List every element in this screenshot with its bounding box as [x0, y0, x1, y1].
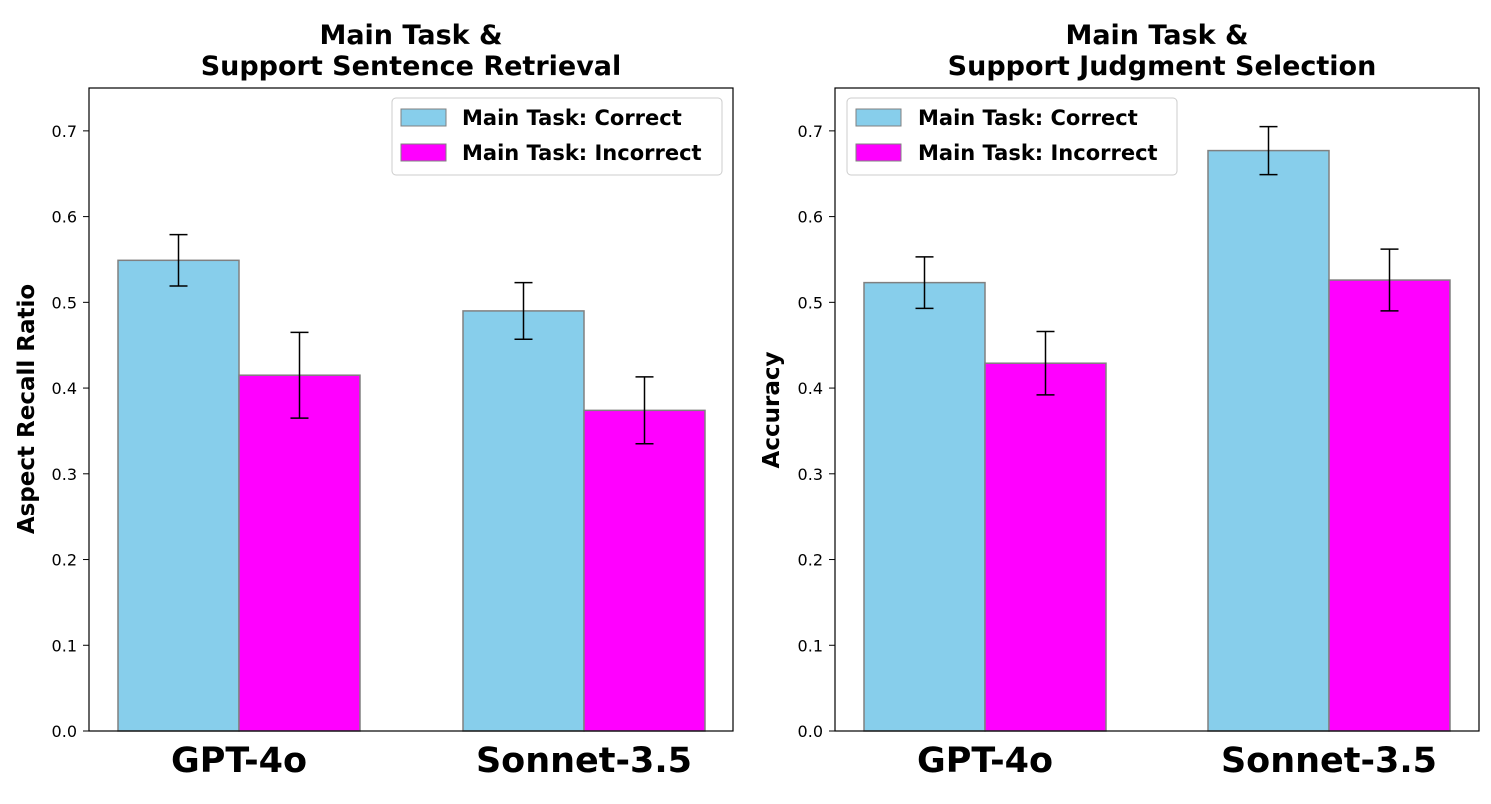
legend: Main Task: Correct Main Task: Incorrect: [846, 97, 1178, 176]
y-axis-ticks: 0.0 0.1 0.2 0.3 0.4 0.5 0.6 0.7: [52, 122, 89, 741]
legend-label-correct: Main Task: Correct: [462, 106, 682, 130]
bars: [117, 259, 706, 732]
plot-frame: [834, 87, 1480, 732]
chart-panel-judgment-selection: Main Task & Support Judgment Selection A…: [759, 20, 1480, 781]
bar-correct-gpt-4o: [117, 259, 240, 732]
chart-panel-sentence-retrieval: Main Task & Support Sentence Retrieval A…: [14, 20, 734, 781]
y-tick-label: 0.7: [798, 122, 823, 141]
y-tick-label: 0.6: [798, 208, 823, 227]
bar-incorrect-gpt-4o: [238, 374, 361, 732]
bar-correct-sonnet-3-5: [462, 310, 585, 732]
y-tick-label: 0.0: [798, 722, 823, 741]
chart-title-line1: Main Task &: [1065, 20, 1248, 51]
chart-title-line2: Support Sentence Retrieval: [201, 51, 622, 82]
legend-label-incorrect: Main Task: Incorrect: [462, 141, 702, 165]
y-tick-label: 0.2: [798, 551, 823, 570]
x-tick-label-sonnet-3-5: Sonnet-3.5: [476, 741, 692, 781]
x-tick-label-sonnet-3-5: Sonnet-3.5: [1221, 741, 1437, 781]
plot-frame: [88, 87, 734, 732]
y-tick-label: 0.2: [52, 551, 77, 570]
legend-box: [846, 97, 1178, 176]
y-axis-label: Aspect Recall Ratio: [14, 284, 40, 534]
legend-label-incorrect: Main Task: Incorrect: [918, 141, 1158, 165]
y-tick-label: 0.5: [798, 293, 823, 312]
legend-swatch-incorrect: [400, 143, 447, 162]
y-tick-label: 0.5: [52, 293, 77, 312]
y-tick-label: 0.0: [52, 722, 77, 741]
bar-correct-gpt-4o: [863, 281, 986, 732]
bar-incorrect-sonnet-3-5: [583, 409, 706, 732]
y-tick-label: 0.7: [52, 122, 77, 141]
y-axis-label: Accuracy: [759, 352, 785, 469]
y-tick-label: 0.3: [798, 465, 823, 484]
bar-incorrect-gpt-4o: [984, 362, 1107, 732]
bar-correct-sonnet-3-5: [1207, 149, 1330, 732]
chart-title-line2: Support Judgment Selection: [948, 51, 1377, 82]
legend-swatch-correct: [855, 108, 902, 127]
y-tick-label: 0.3: [52, 465, 77, 484]
chart-title-line1: Main Task &: [319, 20, 502, 51]
x-axis-ticks: GPT-4o Sonnet-3.5: [917, 741, 1437, 781]
legend: Main Task: Correct Main Task: Incorrect: [391, 97, 723, 176]
y-tick-label: 0.6: [52, 208, 77, 227]
legend-swatch-incorrect: [855, 143, 902, 162]
legend-swatch-correct: [400, 108, 447, 127]
y-tick-label: 0.1: [798, 636, 823, 655]
error-bars: [169, 233, 654, 445]
y-tick-label: 0.4: [52, 379, 77, 398]
y-tick-label: 0.4: [798, 379, 823, 398]
legend-box: [391, 97, 723, 176]
y-tick-label: 0.1: [52, 636, 77, 655]
x-tick-label-gpt-4o: GPT-4o: [171, 741, 307, 781]
error-bars: [915, 125, 1399, 396]
y-axis-ticks: 0.0 0.1 0.2 0.3 0.4 0.5 0.6 0.7: [798, 122, 835, 741]
x-axis-ticks: GPT-4o Sonnet-3.5: [171, 741, 692, 781]
legend-label-correct: Main Task: Correct: [918, 106, 1138, 130]
x-tick-label-gpt-4o: GPT-4o: [917, 741, 1053, 781]
bar-incorrect-sonnet-3-5: [1328, 279, 1451, 732]
